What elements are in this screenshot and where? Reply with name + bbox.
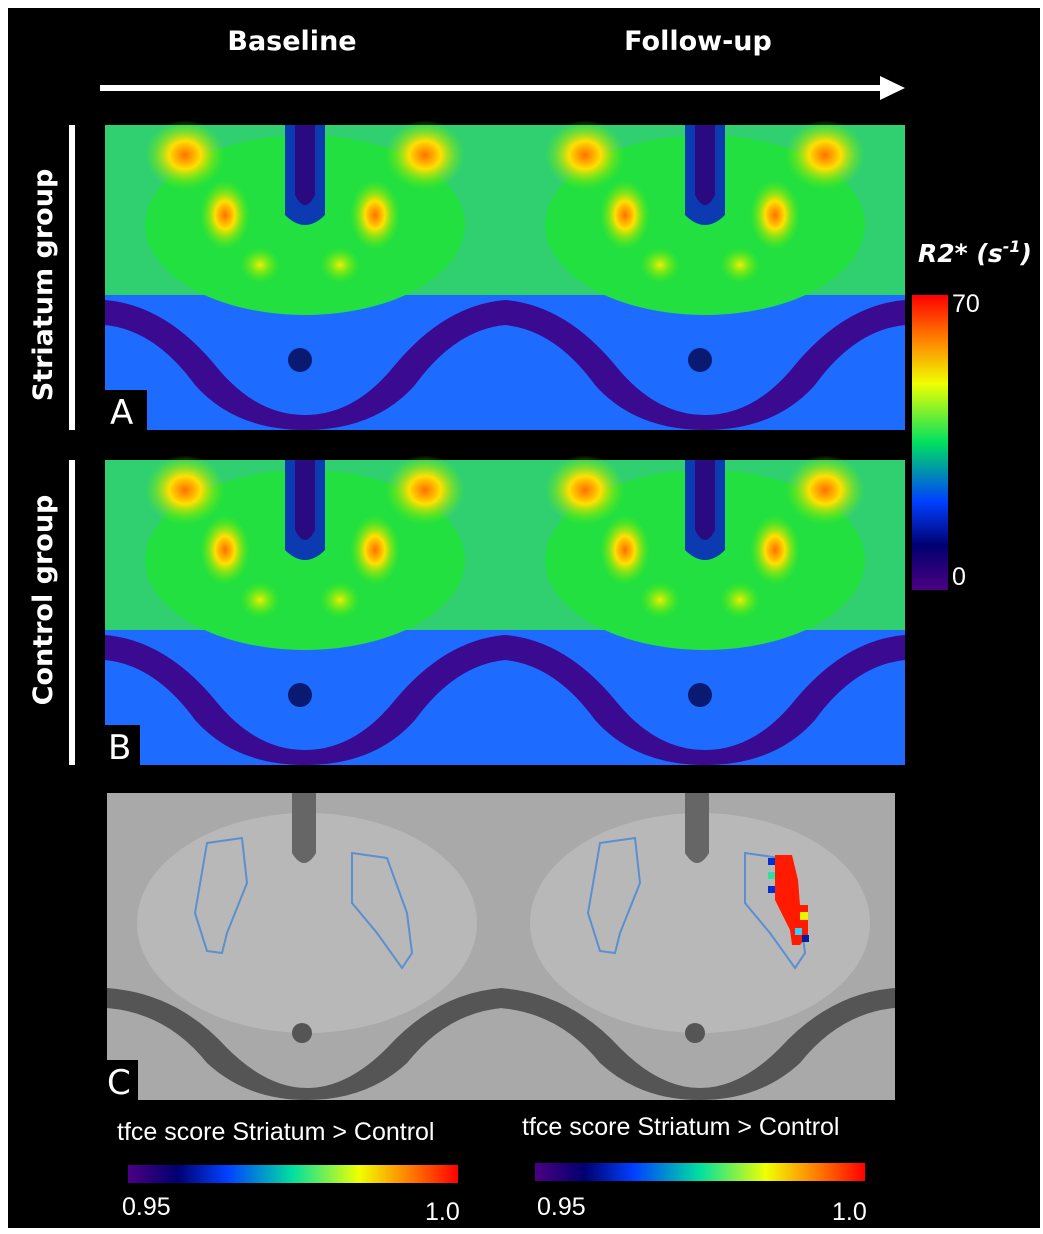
arrow-head <box>880 76 905 100</box>
r2-map <box>105 455 505 765</box>
colorbar-min: 0.95 <box>537 1193 586 1221</box>
panel-label-bg <box>105 390 147 430</box>
colorbar-title: R2* (s-1) <box>918 237 1032 268</box>
colorbar <box>535 1163 865 1181</box>
panel-label: B <box>108 728 131 768</box>
row-label: Striatum group <box>28 169 59 402</box>
colorbar-max: 1.0 <box>832 1198 867 1226</box>
column-header: Follow-up <box>624 26 772 57</box>
colorbar-title: tfce score Striatum > Control <box>522 1113 839 1141</box>
r2-map <box>105 120 505 430</box>
colorbar-min: 0.95 <box>122 1193 171 1221</box>
r2-map <box>505 455 905 765</box>
r2-map <box>505 120 905 430</box>
panel-label: C <box>107 1063 131 1103</box>
column-header: Baseline <box>227 26 356 57</box>
colorbar-max: 1.0 <box>425 1198 460 1226</box>
tfce-map <box>499 792 896 1101</box>
colorbar-title: tfce score Striatum > Control <box>117 1118 434 1146</box>
panel-label-bg <box>105 1060 138 1100</box>
colorbar-min: 0 <box>952 563 966 591</box>
colorbar <box>128 1165 458 1183</box>
tfce-map <box>106 792 503 1101</box>
panel-label: A <box>110 393 133 433</box>
significant-cluster <box>768 855 809 945</box>
row-label: Control group <box>28 495 59 706</box>
colorbar <box>912 295 948 590</box>
colorbar-max: 70 <box>952 290 980 318</box>
panel-label-bg <box>105 725 140 765</box>
